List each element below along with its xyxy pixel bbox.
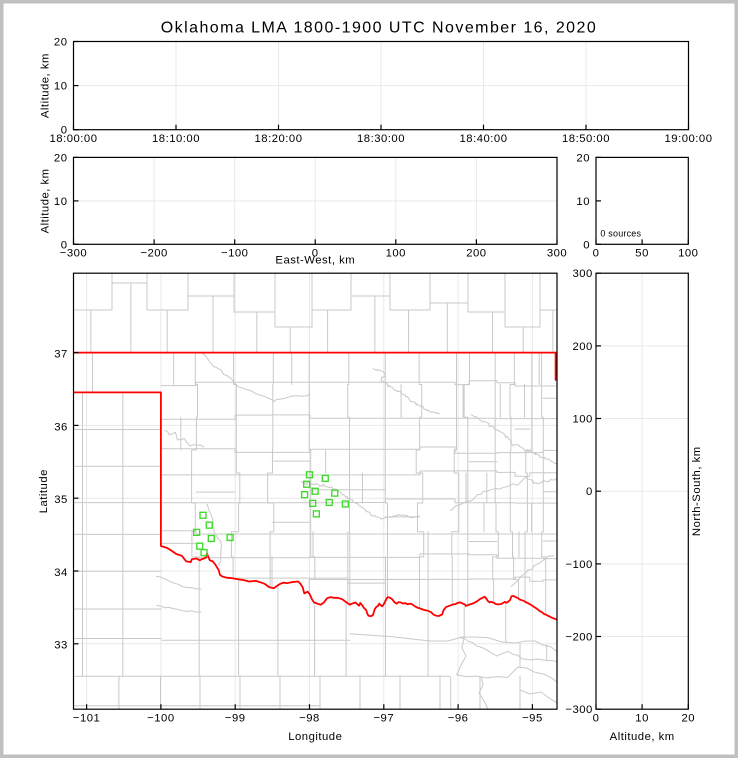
svg-text:−97: −97 [373,712,394,724]
svg-text:20: 20 [54,152,68,164]
svg-text:−300: −300 [60,247,87,259]
svg-text:East-West, km: East-West, km [275,254,355,266]
svg-text:10: 10 [54,81,68,93]
svg-text:−100: −100 [221,247,248,259]
svg-text:20: 20 [682,712,696,724]
svg-text:−95: −95 [522,712,543,724]
svg-text:0: 0 [61,239,68,251]
svg-text:0 sources: 0 sources [600,229,641,239]
svg-text:20: 20 [576,152,590,164]
svg-text:10: 10 [54,196,68,208]
svg-text:200: 200 [572,341,592,353]
svg-text:10: 10 [576,196,590,208]
svg-text:Longitude: Longitude [288,731,342,743]
svg-text:18:10:00: 18:10:00 [152,133,200,145]
svg-text:North-South, km: North-South, km [691,446,703,536]
svg-text:35: 35 [54,494,68,506]
svg-text:300: 300 [547,247,567,259]
svg-text:100: 100 [386,247,406,259]
svg-text:18:00:00: 18:00:00 [50,133,98,145]
svg-text:Altitude, km: Altitude, km [610,731,675,743]
svg-text:−98: −98 [299,712,320,724]
svg-text:19:00:00: 19:00:00 [665,133,713,145]
svg-text:10: 10 [635,712,649,724]
svg-text:34: 34 [54,567,68,579]
svg-text:0: 0 [583,239,590,251]
svg-text:100: 100 [572,414,592,426]
svg-text:−96: −96 [448,712,469,724]
svg-text:0: 0 [312,247,319,259]
svg-text:−100: −100 [565,559,592,571]
svg-text:18:50:00: 18:50:00 [562,133,610,145]
svg-text:−99: −99 [225,712,246,724]
svg-text:0: 0 [593,247,600,259]
svg-text:−300: −300 [565,704,592,716]
svg-text:Altitude, km: Altitude, km [39,168,51,233]
svg-text:−101: −101 [73,712,100,724]
svg-text:300: 300 [572,268,592,280]
svg-text:−200: −200 [565,632,592,644]
svg-text:−200: −200 [140,247,167,259]
svg-text:18:40:00: 18:40:00 [460,133,508,145]
svg-text:0: 0 [586,486,593,498]
svg-text:50: 50 [635,247,649,259]
svg-text:18:30:00: 18:30:00 [357,133,405,145]
svg-text:Oklahoma LMA 1800-1900 UTC Nov: Oklahoma LMA 1800-1900 UTC November 16, … [161,20,597,37]
svg-text:0: 0 [61,125,68,137]
svg-text:20: 20 [54,37,68,49]
svg-text:37: 37 [54,349,68,361]
svg-text:0: 0 [593,712,600,724]
svg-text:33: 33 [54,640,68,652]
svg-text:Altitude, km: Altitude, km [39,53,51,118]
svg-text:200: 200 [466,247,486,259]
svg-text:18:20:00: 18:20:00 [255,133,303,145]
svg-text:−100: −100 [147,712,174,724]
svg-text:100: 100 [678,247,698,259]
svg-text:Latitude: Latitude [38,469,50,513]
svg-text:36: 36 [54,421,68,433]
